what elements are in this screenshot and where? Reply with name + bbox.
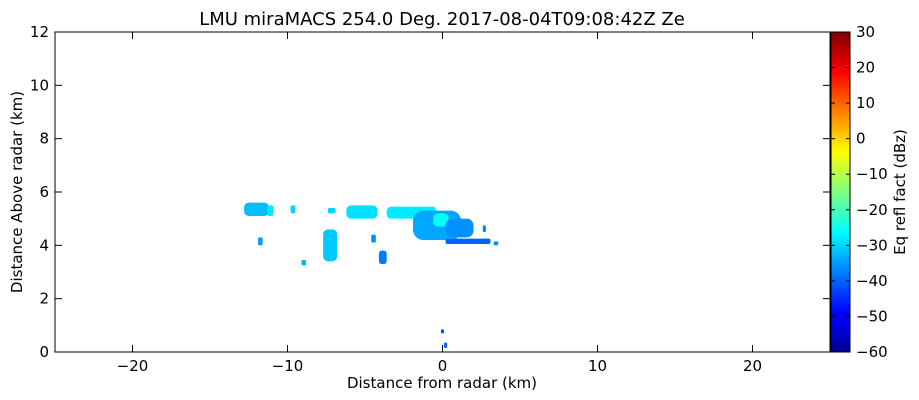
echo-region-13 — [445, 218, 474, 238]
colorbar-label: Eq refl fact (dBz) — [891, 129, 909, 255]
y-tick-label: 4 — [39, 236, 49, 254]
echo-region-14 — [445, 238, 491, 244]
colorbar-tick-label: −50 — [856, 307, 888, 325]
y-axis: 0 2 4 6 8 10 12 — [30, 23, 830, 361]
echo-region-18 — [444, 342, 448, 348]
x-tick-label: −10 — [272, 357, 304, 375]
echo-layer — [244, 202, 499, 348]
echo-region-0 — [244, 202, 269, 216]
echo-region-7 — [346, 205, 378, 219]
colorbar-tick-label: −20 — [856, 201, 888, 219]
echo-region-8 — [371, 234, 376, 243]
echo-region-5 — [327, 208, 336, 214]
x-tick-label: 0 — [438, 357, 448, 375]
y-tick-label: 12 — [30, 23, 49, 41]
echo-region-6 — [323, 229, 338, 262]
y-tick-label: 2 — [39, 290, 49, 308]
x-axis-label: Distance from radar (km) — [347, 374, 537, 392]
colorbar-tick-label: 20 — [856, 59, 875, 77]
echo-region-2 — [258, 237, 263, 246]
y-tick-label: 8 — [39, 130, 49, 148]
colorbar — [830, 31, 851, 353]
y-axis-label: Distance Above radar (km) — [8, 91, 26, 293]
y-tick-label: 6 — [39, 183, 49, 201]
colorbar-tick-label: −10 — [856, 165, 888, 183]
colorbar-tick-label: −60 — [856, 343, 888, 361]
colorbar-tick-label: 30 — [856, 23, 875, 41]
echo-region-12 — [433, 213, 449, 227]
echo-region-17 — [440, 329, 445, 334]
colorbar-tick-label: 10 — [856, 94, 875, 112]
y-tick-label: 0 — [39, 343, 49, 361]
colorbar-tick-label: −30 — [856, 236, 888, 254]
echo-region-15 — [482, 225, 486, 232]
echo-region-4 — [301, 260, 307, 266]
echo-region-1 — [267, 205, 274, 216]
echo-region-16 — [493, 241, 499, 246]
x-tick-label: 20 — [743, 357, 762, 375]
x-axis: −20 −10 0 10 20 — [117, 32, 762, 375]
plot-frame — [54, 31, 831, 353]
y-tick-label: 10 — [30, 76, 49, 94]
x-tick-label: −20 — [117, 357, 149, 375]
echo-region-3 — [290, 205, 296, 214]
chart-title: LMU miraMACS 254.0 Deg. 2017-08-04T09:08… — [199, 9, 685, 30]
colorbar-tick-label: 0 — [856, 130, 866, 148]
echo-region-9 — [378, 250, 387, 264]
colorbar-tick-label: −40 — [856, 272, 888, 290]
x-tick-label: 10 — [588, 357, 607, 375]
colorbar-axis: −60 −50 −40 −30 −20 −10 0 10 20 30 — [831, 23, 888, 361]
